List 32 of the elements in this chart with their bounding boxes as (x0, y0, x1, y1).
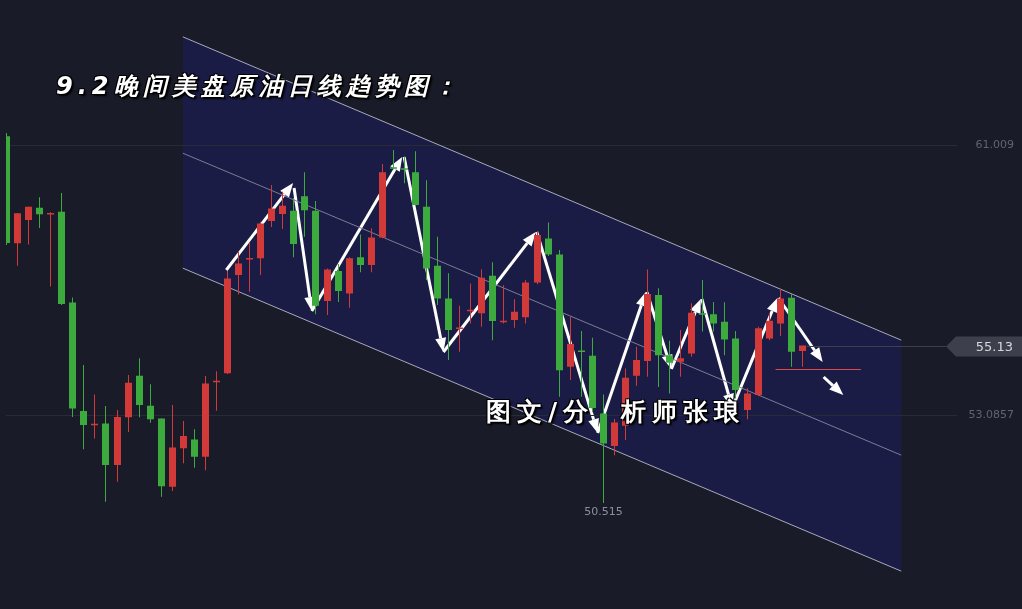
candlestick (401, 156, 408, 184)
candlestick (235, 251, 242, 295)
candlestick (699, 280, 706, 332)
candlestick (744, 388, 751, 420)
candlestick (511, 299, 518, 328)
candlestick (611, 418, 618, 456)
y-tick-label: 53.0857 (968, 408, 1014, 422)
candlestick (500, 285, 507, 324)
candlestick (246, 241, 253, 292)
candlestick (600, 394, 607, 504)
candlestick (357, 234, 364, 273)
candlestick (677, 329, 684, 377)
candlestick (567, 316, 574, 381)
candlestick (213, 371, 220, 411)
candlestick (390, 150, 397, 170)
candlestick (666, 340, 673, 394)
candlestick (268, 184, 275, 227)
candlestick (633, 346, 640, 386)
annotation: 50.515 (584, 505, 623, 519)
candlestick (545, 222, 552, 256)
candlestick (578, 330, 585, 397)
candlestick (80, 365, 87, 450)
candlestick (102, 406, 109, 502)
ref-line-label: 55.13 (975, 338, 1013, 354)
candlestick (91, 394, 98, 439)
candlestick (191, 429, 198, 468)
y-tick-label: 61.009 (975, 137, 1014, 151)
candlestick (456, 305, 463, 352)
candlestick (47, 212, 54, 287)
text: 9.2晚间美盘原油日线趋势图： (56, 71, 462, 101)
candlestick (467, 283, 474, 324)
candlestick (301, 172, 308, 237)
